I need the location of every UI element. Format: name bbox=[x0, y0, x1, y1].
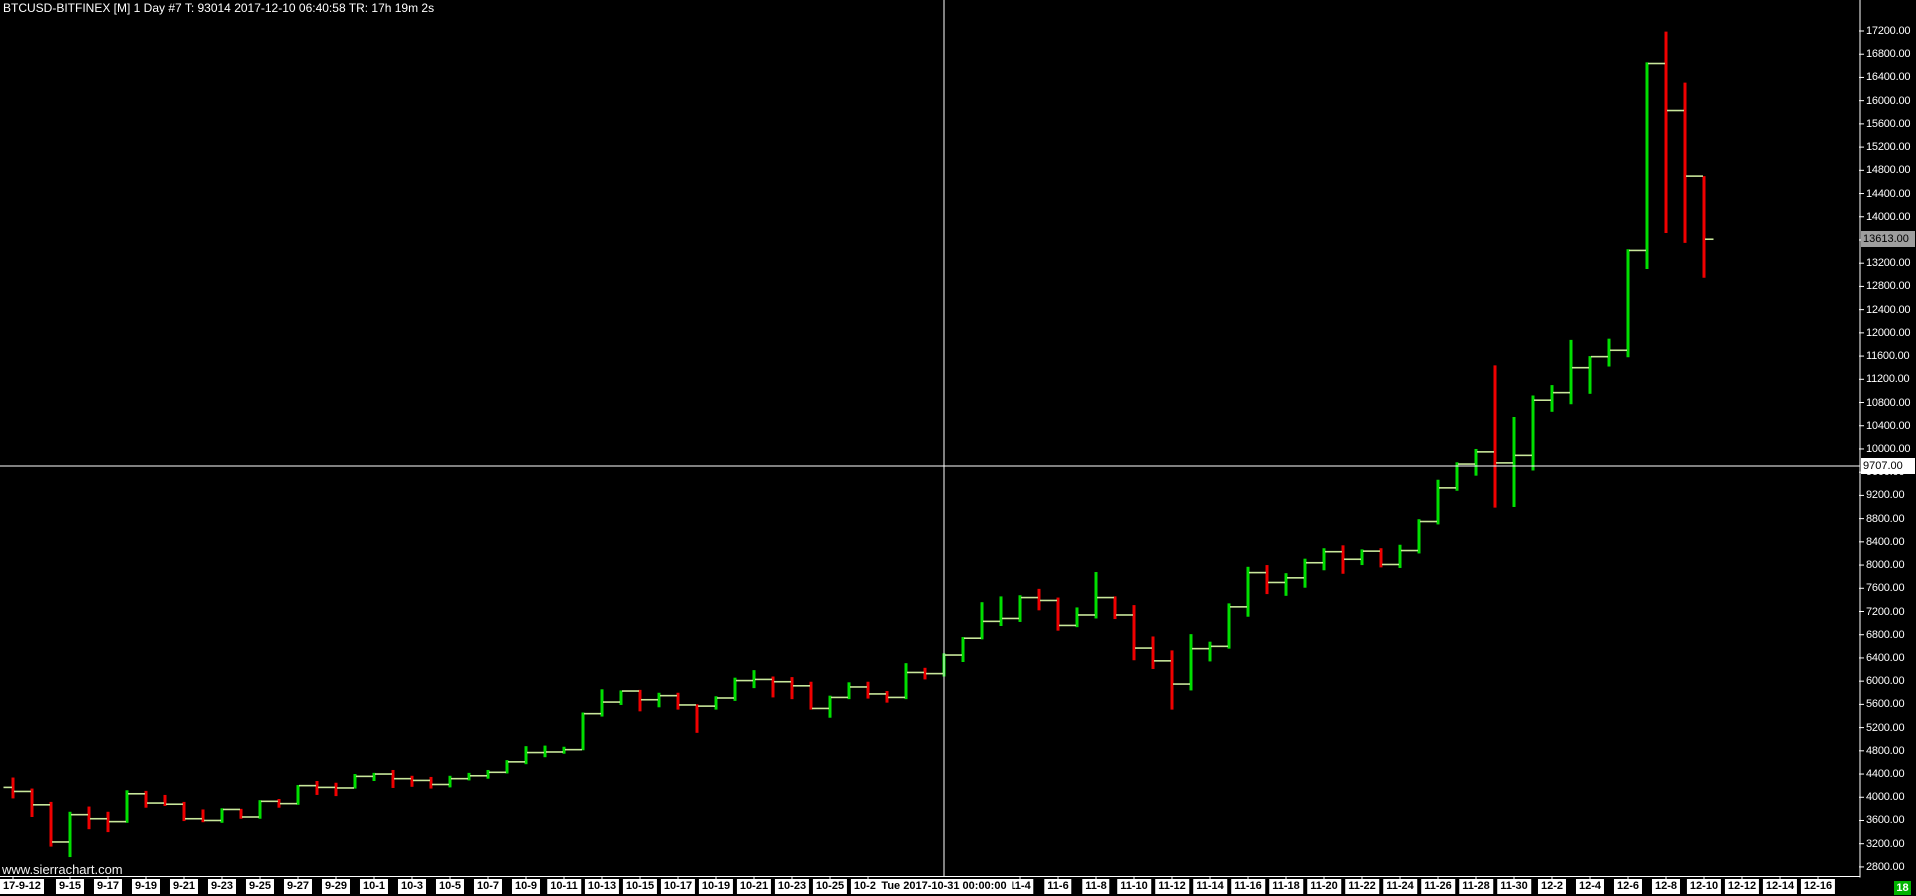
date-axis-label: 9-27 bbox=[283, 879, 313, 894]
date-axis-label: 11-24 bbox=[1383, 879, 1417, 894]
price-axis-label: 10800.00 bbox=[1866, 396, 1911, 409]
date-axis-label: 12-8 bbox=[1651, 879, 1681, 894]
date-axis-label: 12-16 bbox=[1800, 879, 1836, 894]
date-axis-label: 12-12 bbox=[1724, 879, 1760, 894]
price-axis-label: 3600.00 bbox=[1866, 814, 1905, 827]
price-axis-label: 11200.00 bbox=[1866, 373, 1910, 386]
date-axis-label: 17-9-12 bbox=[0, 879, 44, 894]
price-axis-label: 5600.00 bbox=[1866, 698, 1905, 711]
date-axis-label: 11-20 bbox=[1307, 879, 1341, 894]
price-axis-label: 14800.00 bbox=[1866, 164, 1911, 177]
date-axis-label: 10-9 bbox=[511, 879, 541, 894]
date-axis-label: 11-14 bbox=[1193, 879, 1227, 894]
date-axis-label: 11-26 bbox=[1421, 879, 1455, 894]
price-axis-label: 12800.00 bbox=[1866, 280, 1911, 293]
date-axis-label: 10-3 bbox=[397, 879, 427, 894]
date-axis-label: 12-4 bbox=[1575, 879, 1605, 894]
date-axis-label: 10-11 bbox=[547, 879, 581, 894]
price-axis-label: 15600.00 bbox=[1866, 117, 1911, 130]
price-axis-label: 4000.00 bbox=[1866, 791, 1905, 804]
price-axis-label: 8800.00 bbox=[1866, 512, 1905, 525]
last-price-box: 13613.00 bbox=[1861, 231, 1915, 247]
price-axis-label: 6000.00 bbox=[1866, 675, 1905, 688]
price-axis-label: 13200.00 bbox=[1866, 257, 1911, 270]
price-axis-label: 5200.00 bbox=[1866, 721, 1905, 734]
chart-title: BTCUSD-BITFINEX [M] 1 Day #7 T: 93014 20… bbox=[3, 1, 435, 15]
date-axis-label: 10-7 bbox=[473, 879, 503, 894]
date-axis-label: 11-4 bbox=[1006, 879, 1034, 894]
price-axis-label: 16000.00 bbox=[1866, 94, 1911, 107]
date-axis-label: 12-2 bbox=[1537, 879, 1567, 894]
price-axis-label: 14000.00 bbox=[1866, 210, 1911, 223]
price-axis-label: 6400.00 bbox=[1866, 651, 1905, 664]
price-axis-label: 14400.00 bbox=[1866, 187, 1911, 200]
price-axis-label: 4800.00 bbox=[1866, 744, 1905, 757]
crosshair-date-box: Tue 2017-10-31 00:00:00 bbox=[875, 879, 1013, 894]
date-axis-label: 9-15 bbox=[55, 879, 85, 894]
price-axis-label: 15200.00 bbox=[1866, 141, 1911, 154]
date-axis-label: 11-30 bbox=[1497, 879, 1531, 894]
price-axis-label: 10400.00 bbox=[1866, 419, 1911, 432]
price-axis-label: 8400.00 bbox=[1866, 535, 1905, 548]
date-axis-label: 10-1 bbox=[359, 879, 389, 894]
price-axis-label: 7600.00 bbox=[1866, 582, 1905, 595]
date-axis-label: 10-25 bbox=[812, 879, 848, 894]
date-axis-label: 10-23 bbox=[774, 879, 810, 894]
date-axis-label: 11-18 bbox=[1269, 879, 1303, 894]
date-axis-label: 10-19 bbox=[698, 879, 734, 894]
date-axis-label: 9-29 bbox=[321, 879, 351, 894]
price-axis-label: 8000.00 bbox=[1866, 559, 1905, 572]
price-axis-label: 16400.00 bbox=[1866, 71, 1911, 84]
price-axis-label: 12400.00 bbox=[1866, 303, 1911, 316]
date-axis-label: 10-5 bbox=[435, 879, 465, 894]
price-axis-label: 9200.00 bbox=[1866, 489, 1905, 502]
date-axis-label: 11-12 bbox=[1155, 879, 1189, 894]
date-axis-label: 10-15 bbox=[622, 879, 658, 894]
price-axis-label: 7200.00 bbox=[1866, 605, 1905, 618]
price-axis-label: 3200.00 bbox=[1866, 837, 1905, 850]
date-axis-label: 12-14 bbox=[1762, 879, 1798, 894]
date-axis-label: 11-16 bbox=[1231, 879, 1265, 894]
date-axis-label: 10-13 bbox=[584, 879, 620, 894]
price-axis-label: 10000.00 bbox=[1866, 442, 1911, 455]
bar-count-badge: 18 bbox=[1894, 881, 1911, 895]
price-axis-label: 17200.00 bbox=[1866, 25, 1911, 37]
date-axis-label: 9-19 bbox=[131, 879, 161, 894]
price-axis-label: 4400.00 bbox=[1866, 768, 1905, 781]
date-axis-label: 11-28 bbox=[1459, 879, 1493, 894]
crosshair-price-box: 9707.00 bbox=[1861, 458, 1915, 474]
date-axis-label: 9-17 bbox=[93, 879, 123, 894]
price-axis-label: 11600.00 bbox=[1866, 350, 1910, 363]
price-axis-label: 6800.00 bbox=[1866, 628, 1905, 641]
date-axis-label: 10-17 bbox=[660, 879, 696, 894]
sierrachart-watermark: www.sierrachart.com bbox=[2, 862, 123, 877]
date-axis-label: 9-23 bbox=[207, 879, 237, 894]
date-axis-label: 12-10 bbox=[1686, 879, 1722, 894]
date-axis-label: 11-10 bbox=[1117, 879, 1151, 894]
date-axis-label: 12-6 bbox=[1613, 879, 1643, 894]
price-axis-label: 12000.00 bbox=[1866, 326, 1911, 339]
date-axis-label: 11-22 bbox=[1345, 879, 1379, 894]
date-axis-label: 11-6 bbox=[1044, 879, 1072, 894]
date-axis-label: 9-25 bbox=[245, 879, 275, 894]
price-axis-label: 2800.00 bbox=[1866, 860, 1905, 873]
price-axis-label: 16800.00 bbox=[1866, 48, 1911, 61]
date-axis-label: 9-21 bbox=[169, 879, 199, 894]
date-axis-label: 11-8 bbox=[1082, 879, 1110, 894]
date-axis-label: 10-21 bbox=[736, 879, 772, 894]
